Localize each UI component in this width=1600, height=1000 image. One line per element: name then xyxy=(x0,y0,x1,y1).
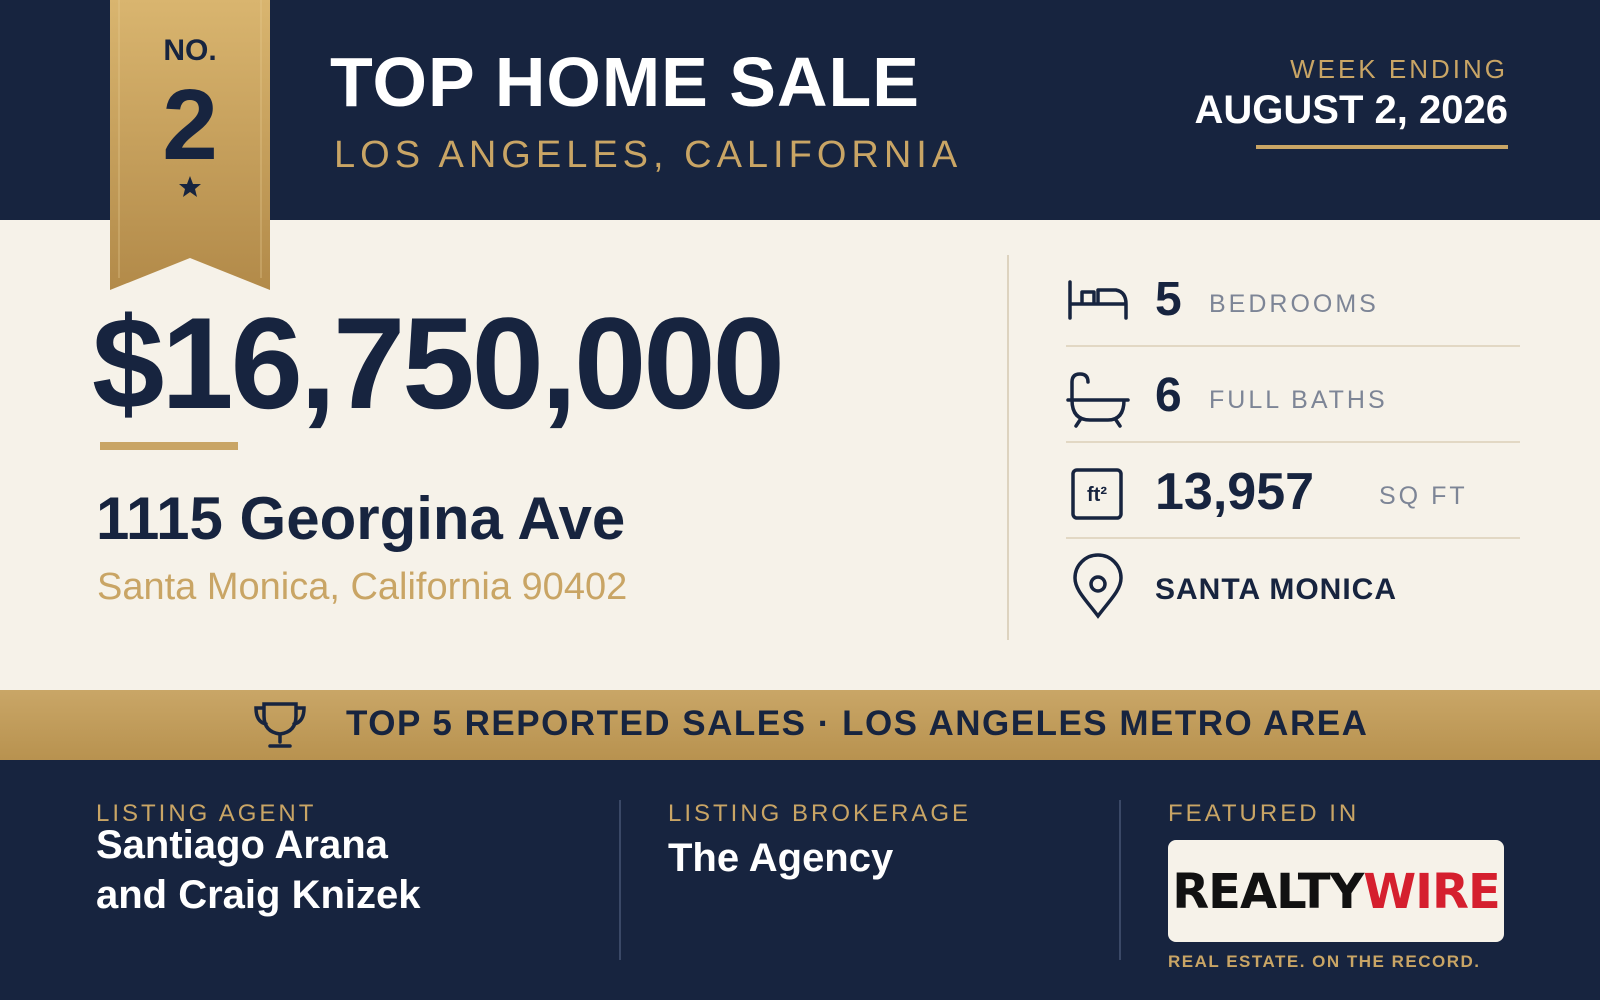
logo-part: WIRE xyxy=(1363,864,1501,920)
ribbon-star xyxy=(179,176,201,197)
stat-value: 6 xyxy=(1155,369,1182,422)
neighborhood: SANTA MONICA xyxy=(1155,573,1397,606)
banner-text: TOP 5 REPORTED SALES · LOS ANGELES METRO… xyxy=(346,704,1369,743)
logo: REALTYWIRE xyxy=(1168,862,1504,922)
agent: and Craig Knizek xyxy=(96,873,421,917)
stat-value: 13,957 xyxy=(1155,463,1315,521)
logo-part: REALTY xyxy=(1172,864,1364,920)
featured-label: FEATURED IN xyxy=(1168,800,1360,827)
area-icon xyxy=(1071,468,1123,520)
price: $16,750,000 xyxy=(92,290,785,436)
rank: 2 xyxy=(162,69,218,181)
title: TOP HOME SALE xyxy=(330,43,920,121)
subtitle: LOS ANGELES, CALIFORNIA xyxy=(334,134,963,176)
area-icon-text: ft² xyxy=(1087,484,1107,506)
stat-label: SQ FT xyxy=(1379,482,1468,510)
stat-value: 5 xyxy=(1155,273,1182,326)
agent-label: LISTING AGENT xyxy=(96,800,317,827)
bath-icon xyxy=(1066,372,1130,428)
trophy-icon xyxy=(254,702,306,748)
date-underline xyxy=(1256,145,1508,149)
ribbon xyxy=(110,0,270,290)
brokerage-label: LISTING BROKERAGE xyxy=(668,800,972,827)
pin-icon xyxy=(1073,553,1123,619)
address: 1115 Georgina Ave xyxy=(96,485,626,552)
week-label: WEEK ENDING xyxy=(1290,54,1508,84)
rank-prefix: NO. xyxy=(163,34,217,67)
tagline: REAL ESTATE. ON THE RECORD. xyxy=(1168,952,1481,971)
logo-box xyxy=(1168,840,1504,942)
stat-label: BEDROOMS xyxy=(1209,290,1379,318)
brokerage: The Agency xyxy=(668,836,894,880)
city: Santa Monica, California 90402 xyxy=(97,566,628,608)
price-underline xyxy=(100,442,238,450)
bed-icon xyxy=(1068,280,1128,320)
agent: Santiago Arana xyxy=(96,823,388,867)
week-date: AUGUST 2, 2026 xyxy=(1194,88,1508,132)
stat-label: FULL BATHS xyxy=(1209,386,1388,414)
